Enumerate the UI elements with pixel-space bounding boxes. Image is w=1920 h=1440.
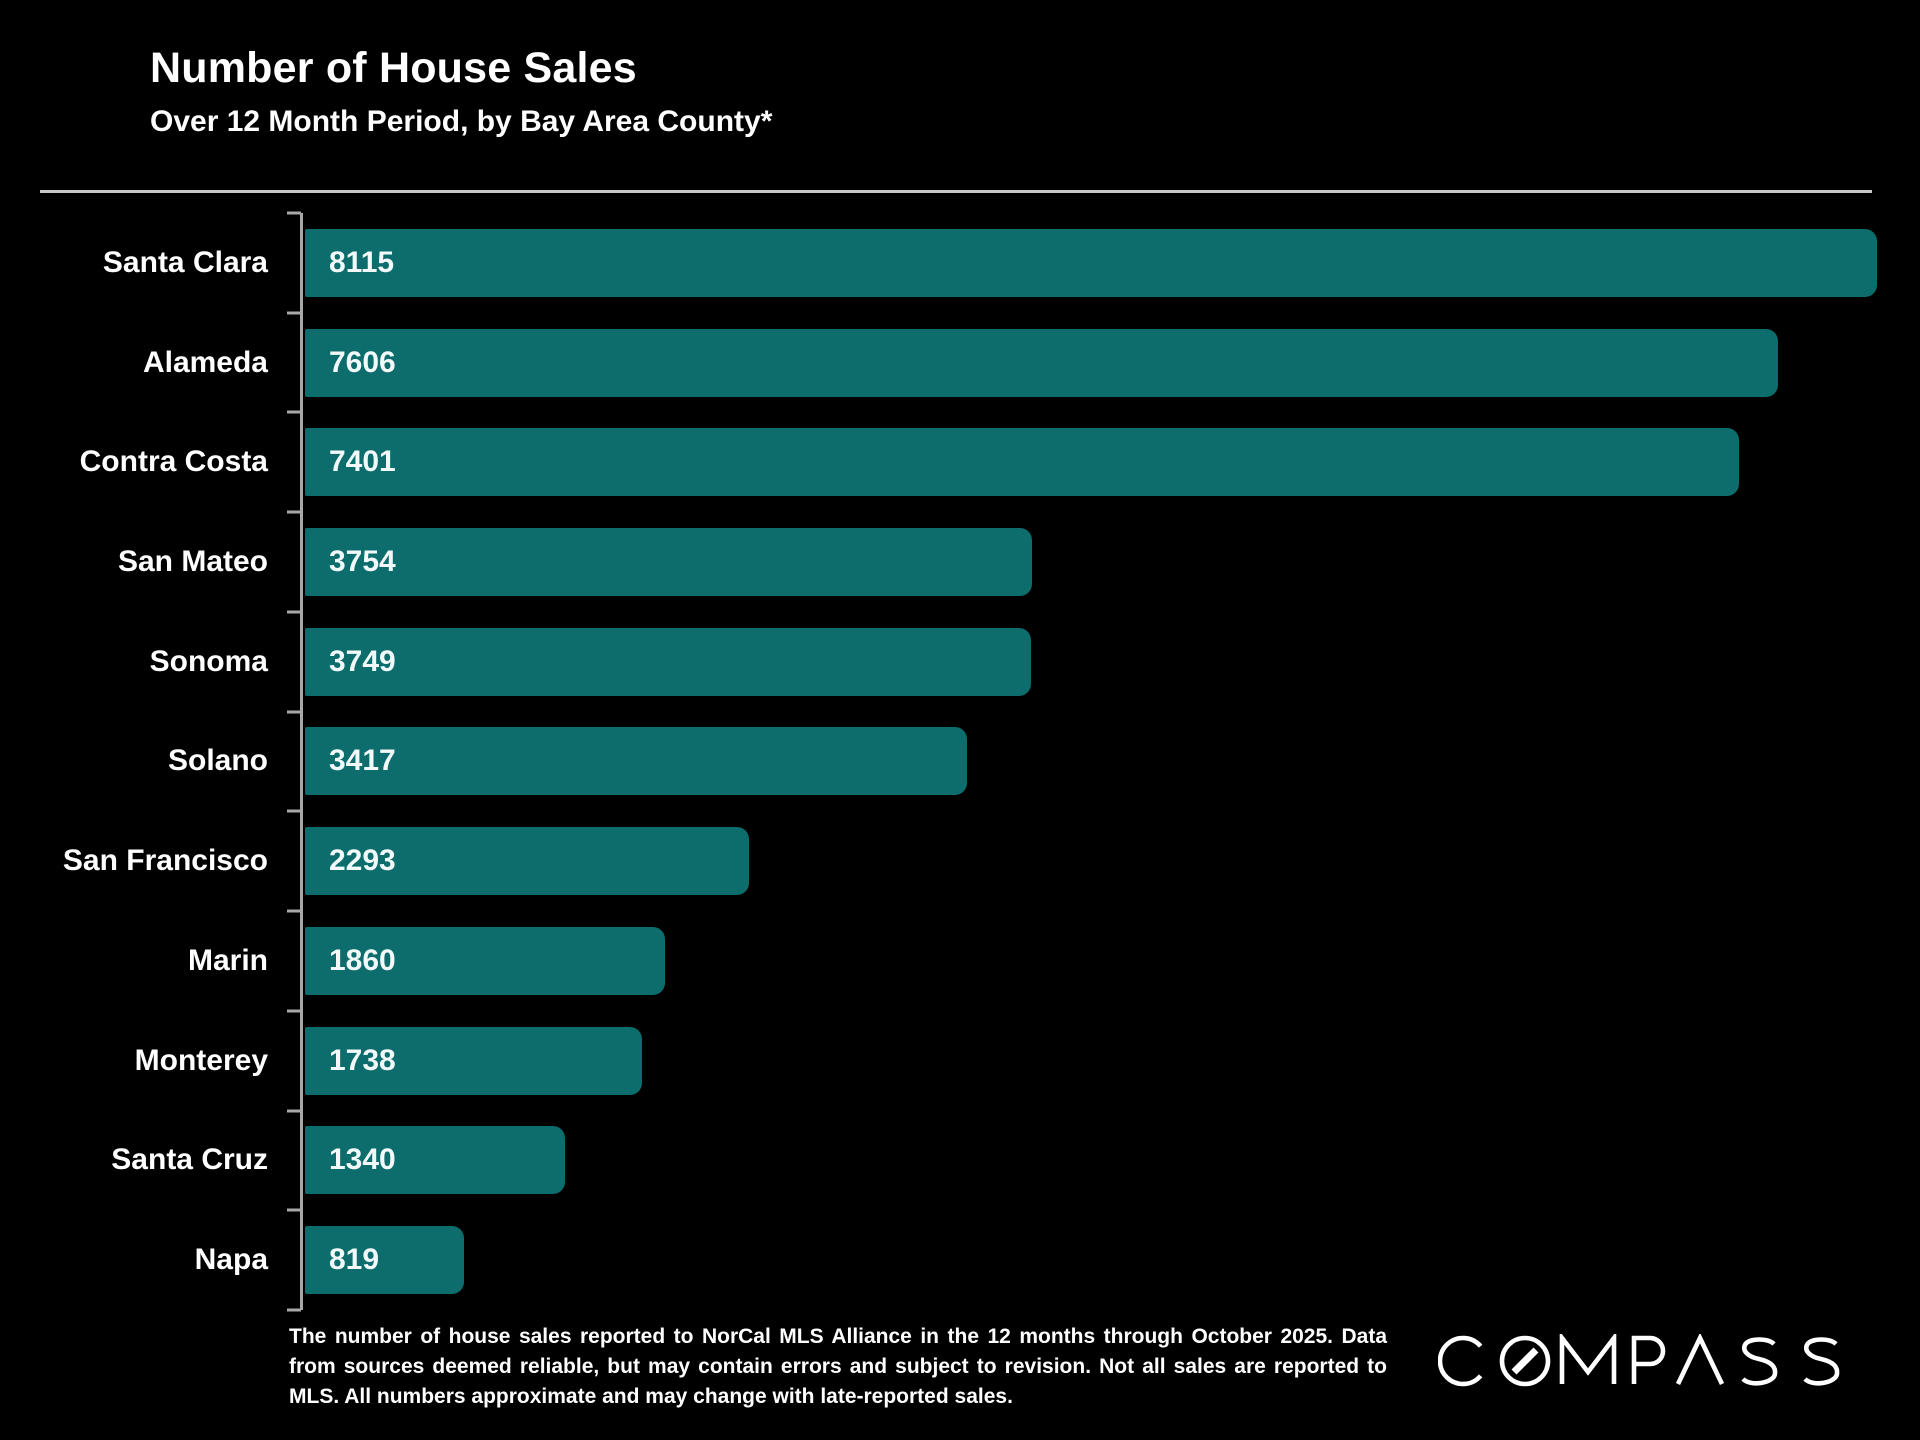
axis-tick	[287, 1308, 301, 1312]
bar: 1860	[305, 926, 665, 995]
bar-track: 7401	[305, 428, 1920, 497]
bar-row: Sonoma 3749	[0, 612, 1920, 712]
bar-row: Contra Costa 7401	[0, 412, 1920, 512]
bar-row: Monterey 1738	[0, 1011, 1920, 1111]
axis-tick	[287, 610, 301, 614]
bar-value-label: 3749	[329, 644, 396, 678]
bar: 7401	[305, 428, 1739, 497]
logo-letter-m	[1562, 1338, 1614, 1384]
category-label: Solano	[167, 744, 268, 778]
bar-track: 1738	[305, 1026, 1920, 1095]
axis-tick	[287, 1109, 301, 1113]
category-label: Monterey	[134, 1043, 268, 1077]
axis-tick	[287, 1009, 301, 1013]
bar-value-label: 3417	[329, 744, 396, 778]
compass-needle-icon	[1514, 1350, 1536, 1372]
bar-value-label: 2293	[329, 844, 396, 878]
header-divider	[40, 190, 1872, 193]
y-axis-line	[300, 213, 303, 1310]
bar-value-label: 1738	[329, 1043, 396, 1077]
bar-track: 2293	[305, 827, 1920, 896]
bar: 1340	[305, 1126, 565, 1195]
bar: 2293	[305, 827, 749, 896]
bar-row: San Francisco 2293	[0, 811, 1920, 911]
bar-rows: Santa Clara 8115 Alameda 7606 Contra Cos…	[0, 213, 1920, 1310]
category-label: Napa	[194, 1243, 268, 1277]
bar: 819	[305, 1226, 464, 1295]
bar-row: San Mateo 3754	[0, 512, 1920, 612]
bar-track: 819	[305, 1226, 1920, 1295]
bar-row: Solano 3417	[0, 712, 1920, 812]
bar-value-label: 1340	[329, 1143, 396, 1177]
logo-letter-o	[1502, 1338, 1548, 1384]
category-label: San Mateo	[117, 545, 268, 579]
bar-track: 3749	[305, 627, 1920, 696]
chart-title: Number of House Sales	[150, 44, 637, 92]
footnote: The number of house sales reported to No…	[289, 1325, 1387, 1408]
category-label: Marin	[187, 943, 268, 977]
logo-letter-c	[1440, 1338, 1481, 1384]
category-label: Alameda	[142, 345, 268, 379]
bar-track: 3417	[305, 727, 1920, 796]
axis-tick	[287, 809, 301, 813]
bar-row: Santa Clara 8115	[0, 213, 1920, 313]
axis-tick	[287, 211, 301, 215]
bar-value-label: 3754	[329, 545, 396, 579]
category-label: Sonoma	[149, 644, 268, 678]
logo-letter-a	[1678, 1338, 1722, 1384]
category-label: Contra Costa	[79, 445, 268, 479]
bar-track: 1340	[305, 1126, 1920, 1195]
bar-value-label: 8115	[329, 245, 395, 279]
bar-track: 7606	[305, 328, 1920, 397]
bar-chart: Santa Clara 8115 Alameda 7606 Contra Cos…	[0, 211, 1920, 1312]
category-label: San Francisco	[62, 844, 268, 878]
bar: 8115	[305, 228, 1877, 297]
chart-header: Number of House Sales Over 12 Month Peri…	[150, 44, 772, 139]
bar-track: 1860	[305, 926, 1920, 995]
category-label: Santa Cruz	[111, 1143, 268, 1177]
bar: 1738	[305, 1026, 642, 1095]
category-label: Santa Clara	[102, 245, 268, 279]
axis-tick	[287, 1208, 301, 1212]
bar: 7606	[305, 328, 1778, 397]
bar-value-label: 1860	[329, 943, 396, 977]
compass-logo	[1438, 1334, 1842, 1388]
bar-row: Santa Cruz 1340	[0, 1110, 1920, 1210]
axis-tick	[287, 311, 301, 315]
logo-letter-s2	[1805, 1340, 1837, 1384]
bar-row: Marin 1860	[0, 911, 1920, 1011]
axis-tick	[287, 710, 301, 714]
bar-value-label: 7401	[329, 445, 396, 479]
bar-row: Alameda 7606	[0, 313, 1920, 413]
logo-letter-s	[1743, 1340, 1775, 1384]
bar-row: Napa 819	[0, 1210, 1920, 1310]
logo-letter-p	[1634, 1338, 1663, 1384]
bar-track: 3754	[305, 528, 1920, 597]
bar-value-label: 819	[329, 1243, 380, 1277]
bar-track: 8115	[305, 228, 1920, 297]
bar: 3417	[305, 727, 967, 796]
bar: 3749	[305, 627, 1031, 696]
axis-tick	[287, 510, 301, 514]
axis-tick	[287, 410, 301, 414]
chart-subtitle: Over 12 Month Period, by Bay Area County…	[150, 105, 773, 138]
bar-value-label: 7606	[329, 345, 396, 379]
bar: 3754	[305, 528, 1032, 597]
axis-tick	[287, 909, 301, 913]
